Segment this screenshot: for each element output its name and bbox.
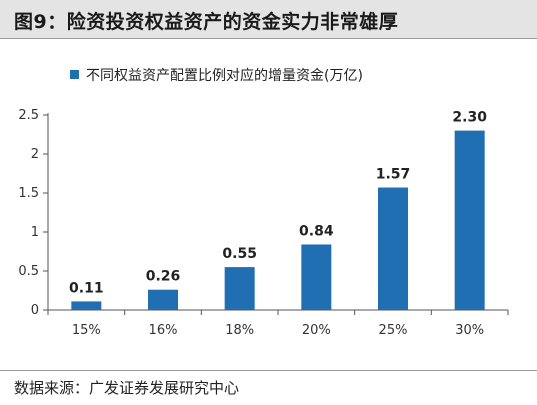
source-note: 数据来源：广发证券发展研究中心 bbox=[14, 379, 240, 397]
data-label: 2.30 bbox=[452, 110, 487, 126]
data-label: 0.55 bbox=[222, 246, 257, 262]
data-label: 0.84 bbox=[299, 223, 334, 239]
bar bbox=[71, 301, 102, 310]
legend-swatch bbox=[70, 70, 79, 79]
bar bbox=[148, 289, 178, 310]
legend-label: 不同权益资产配置比例对应的增量资金(万亿) bbox=[86, 67, 363, 84]
x-tick-label: 20% bbox=[302, 323, 331, 338]
data-label: 0.11 bbox=[69, 280, 104, 296]
x-tick-label: 15% bbox=[72, 323, 101, 338]
figure-footer: 数据来源：广发证券发展研究中心 bbox=[0, 370, 537, 405]
x-tick-label: 16% bbox=[149, 323, 178, 338]
y-tick-label: 1 bbox=[31, 225, 39, 240]
x-tick-label: 30% bbox=[455, 323, 484, 338]
figure-title: 图9：险资投资权益资产的资金实力非常雄厚 bbox=[14, 11, 399, 33]
data-label: 0.26 bbox=[146, 269, 181, 285]
y-tick-label: 0.5 bbox=[18, 264, 39, 279]
bar bbox=[224, 267, 255, 310]
y-tick-label: 2 bbox=[31, 147, 39, 162]
x-tick-label: 25% bbox=[379, 323, 408, 338]
y-tick-label: 2.5 bbox=[18, 108, 39, 123]
bar bbox=[301, 244, 332, 310]
x-tick-label: 18% bbox=[225, 323, 254, 338]
data-label: 1.57 bbox=[376, 167, 411, 183]
bar bbox=[454, 130, 485, 310]
figure-header: 图9：险资投资权益资产的资金实力非常雄厚 bbox=[0, 0, 537, 39]
y-tick-label: 0 bbox=[31, 303, 39, 318]
y-tick-label: 1.5 bbox=[18, 186, 39, 201]
bar bbox=[378, 187, 408, 310]
